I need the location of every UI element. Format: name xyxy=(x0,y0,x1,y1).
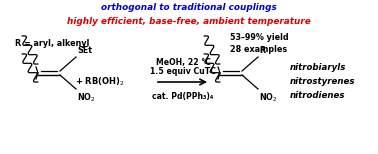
Text: orthogonal to traditional couplings: orthogonal to traditional couplings xyxy=(101,4,277,12)
Text: 53–99% yield: 53–99% yield xyxy=(230,34,289,43)
Text: nitrodienes: nitrodienes xyxy=(290,91,345,101)
Text: 1.5 equiv CuTC: 1.5 equiv CuTC xyxy=(150,67,216,77)
Text: nitrostyrenes: nitrostyrenes xyxy=(290,77,355,87)
Text: + RB(OH)$_2$: + RB(OH)$_2$ xyxy=(75,76,125,88)
Text: MeOH, 22 °C: MeOH, 22 °C xyxy=(156,57,211,67)
Text: cat. Pd(PPh₃)₄: cat. Pd(PPh₃)₄ xyxy=(152,91,214,101)
Text: R: R xyxy=(259,46,265,55)
Text: SEt: SEt xyxy=(77,46,92,55)
Text: NO$_2$: NO$_2$ xyxy=(259,91,277,103)
Text: R = aryl, alkenyl: R = aryl, alkenyl xyxy=(15,39,89,49)
Text: nitrobiaryls: nitrobiaryls xyxy=(290,63,346,73)
Text: NO$_2$: NO$_2$ xyxy=(77,91,96,103)
Text: 28 examples: 28 examples xyxy=(230,45,287,53)
Text: highly efficient, base-free, ambient temperature: highly efficient, base-free, ambient tem… xyxy=(67,16,311,26)
